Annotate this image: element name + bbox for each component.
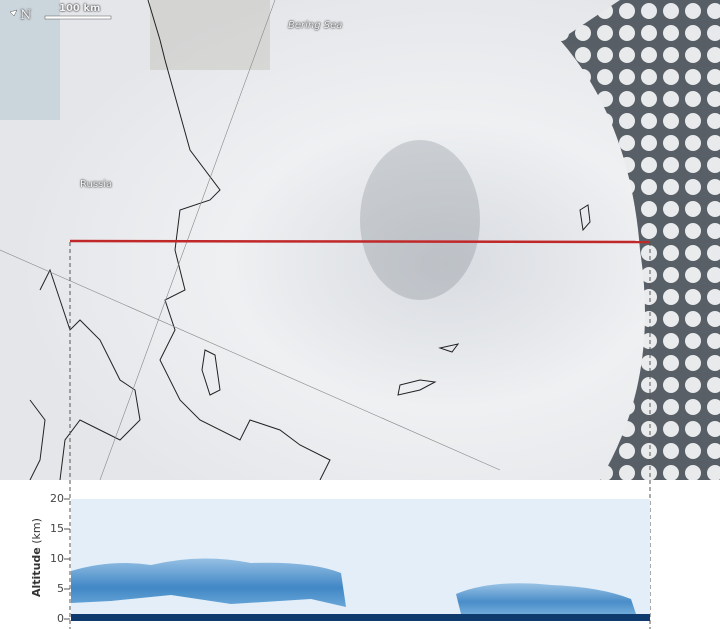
sea-label: Bering Sea [288, 20, 343, 31]
north-label: N [20, 8, 32, 23]
tick-10: 10 [50, 552, 64, 565]
satellite-map [0, 0, 720, 480]
y-axis-label-bold: Altitude [30, 547, 43, 597]
scale-bar-label: 100 km [59, 3, 101, 14]
cloud-layer-2 [456, 583, 636, 614]
tick-5: 5 [57, 582, 64, 595]
tick-20: 20 [50, 492, 64, 505]
country-label: Russia [80, 179, 113, 190]
calipso-profile [71, 499, 650, 621]
tick-15: 15 [50, 522, 64, 535]
surface [71, 614, 650, 621]
coastline [29, 0, 591, 480]
y-axis-label-unit: (km) [30, 518, 43, 548]
transect-line [69, 239, 651, 244]
scale-bar [44, 15, 112, 20]
north-arrow-icon [9, 9, 18, 17]
cloud-layer [71, 558, 346, 607]
tick-0: 0 [57, 612, 64, 625]
y-axis-label: Altitude (km) [30, 518, 43, 597]
